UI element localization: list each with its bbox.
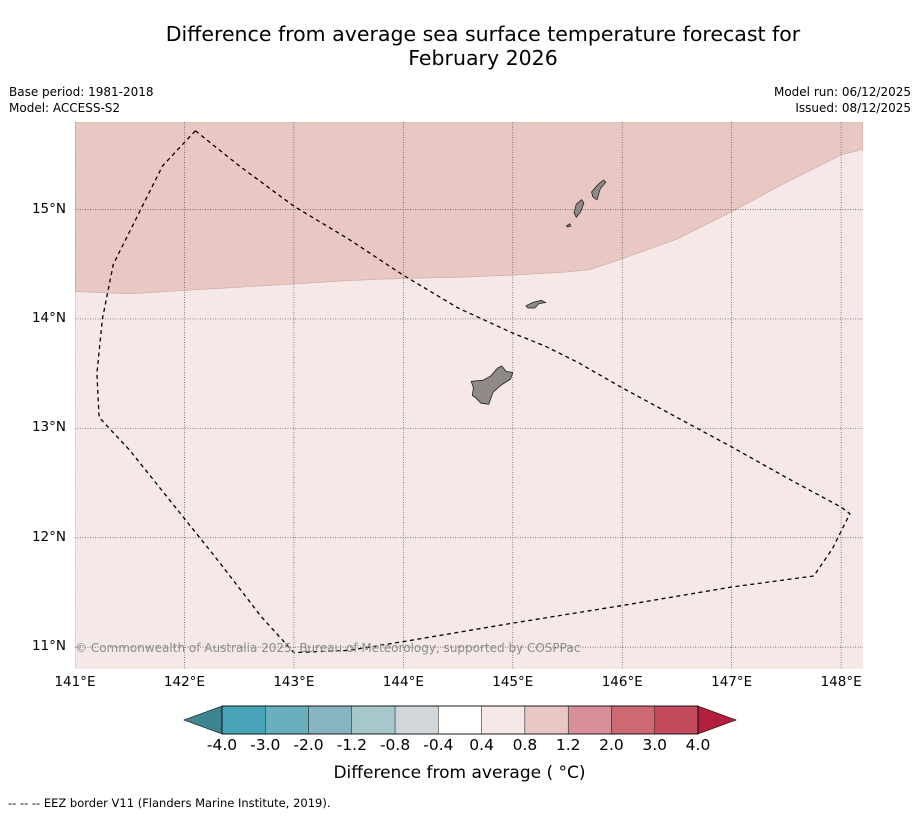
colorbar-frame — [221, 705, 699, 735]
island-tinian — [573, 199, 585, 218]
model-name: Model: ACCESS-S2 — [9, 101, 121, 115]
x-tick-label: 148°E — [820, 674, 862, 690]
colorbar-bin — [351, 705, 396, 735]
colorbar-tick-label: -0.8 — [379, 736, 411, 754]
y-tick-label: 15°N — [31, 200, 66, 217]
anomaly-0-8-to-1-2 — [75, 122, 863, 295]
island-aguijan — [565, 223, 572, 228]
colorbar-tick-label: -4.0 — [206, 736, 238, 754]
island-saipan — [591, 179, 607, 201]
colorbar-bin — [567, 705, 612, 735]
x-tick-label: 147°E — [711, 674, 753, 690]
meta-left: Base period: 1981-2018 Model: ACCESS-S2 — [9, 84, 154, 116]
x-tick-label: 144°E — [382, 674, 424, 690]
colorbar-tick-label: 4.0 — [685, 736, 711, 754]
colorbar-bin — [481, 705, 526, 735]
colorbar-bin — [265, 705, 309, 735]
title-line-1: Difference from average sea surface temp… — [165, 22, 801, 46]
y-tick-label: 13°N — [31, 419, 66, 436]
colorbar-bin — [524, 705, 569, 735]
colorbar-tick-label: -3.0 — [250, 736, 281, 754]
y-tick-label: 11°N — [31, 638, 66, 655]
colorbar-bin — [394, 705, 439, 735]
copyright-notice: © Commonwealth of Australia 2025, Bureau… — [75, 641, 581, 655]
island-rota — [525, 299, 547, 309]
colorbar-bin — [438, 705, 482, 735]
x-tick-label: 146°E — [601, 674, 643, 690]
colorbar-bin — [654, 705, 699, 735]
eez-legend-note: -- -- -- EEZ border V11 (Flanders Marine… — [8, 796, 331, 810]
colorbar-title: Difference from average ( °C) — [333, 763, 586, 783]
x-tick-label: 145°E — [492, 674, 534, 690]
colorbar-tick-label: -2.0 — [293, 736, 324, 754]
colorbar-bin — [221, 705, 266, 735]
chart-title: Difference from average sea surface temp… — [0, 22, 919, 70]
colorbar-tick-label: -1.2 — [336, 736, 367, 754]
colorbar-tick-label: 3.0 — [642, 736, 668, 754]
colorbar-bin — [611, 705, 655, 735]
colorbar-bin — [308, 705, 353, 735]
meta-right: Model run: 06/12/2025 Issued: 08/12/2025 — [774, 84, 911, 116]
eez-border — [96, 130, 851, 654]
x-tick-label: 142°E — [163, 674, 205, 690]
map-layer — [75, 122, 863, 669]
colorbar-tick-label: -0.4 — [423, 736, 454, 754]
base-period: Base period: 1981-2018 — [9, 85, 154, 99]
colorbar-tick-label: 0.4 — [469, 736, 494, 754]
x-tick-label: 143°E — [273, 674, 315, 690]
x-tick-label: 141°E — [54, 674, 96, 690]
colorbar-tick-label: 2.0 — [599, 736, 624, 754]
title-line-2: February 2026 — [408, 46, 558, 70]
model-run: Model run: 06/12/2025 — [773, 85, 911, 99]
island-guam — [470, 365, 514, 405]
y-tick-label: 12°N — [31, 528, 66, 545]
y-tick-label: 14°N — [31, 309, 66, 326]
colorbar-tick-label: 1.2 — [555, 736, 581, 754]
colorbar-extend-max — [697, 705, 737, 735]
colorbar-tick-label: 0.8 — [512, 736, 538, 754]
issued-date: Issued: 08/12/2025 — [795, 101, 911, 115]
colorbar-extend-min — [183, 705, 223, 735]
